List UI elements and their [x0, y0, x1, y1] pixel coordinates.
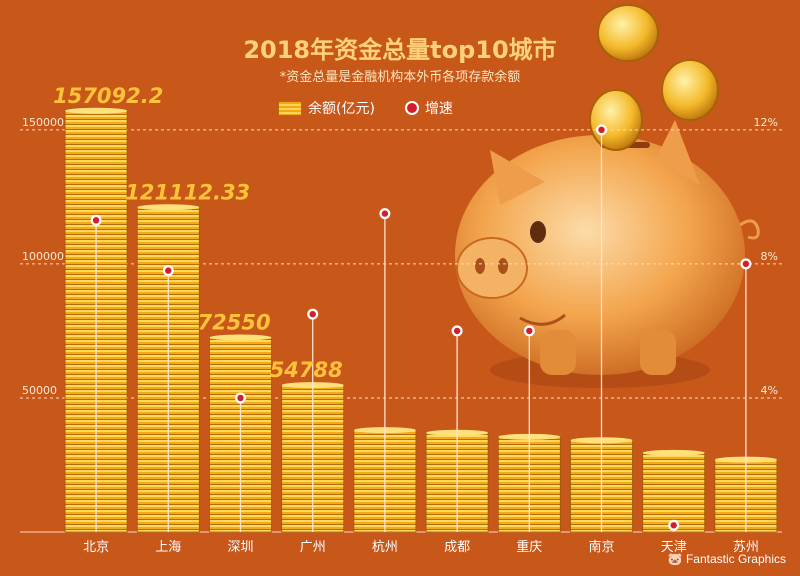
- growth-point-4: [309, 310, 316, 318]
- left-axis-tick-label: 150000: [22, 116, 64, 129]
- growth-point-9: [670, 522, 677, 529]
- legend-balance-label: 余额(亿元): [308, 101, 375, 117]
- growth-layer: [90, 124, 752, 532]
- legend-growth-marker-icon: [404, 101, 419, 115]
- chart-subtitle: *资金总量是金融机构本外币各项存款余额: [279, 70, 521, 85]
- left-axis-tick-label: 100000: [22, 250, 64, 263]
- legend: 余额(亿元) 增速: [278, 98, 453, 118]
- bar-top-coin: [642, 449, 705, 456]
- growth-point-6: [453, 327, 461, 335]
- chart-title: 2018年资金总量top10城市: [243, 36, 557, 64]
- category-label: 重庆: [516, 539, 542, 555]
- category-label: 南京: [588, 539, 614, 555]
- bar-data-label: 157092.2: [53, 84, 163, 108]
- bar-data-label: 54788: [270, 358, 343, 382]
- growth-point-7: [526, 327, 533, 335]
- bar-top-coin: [209, 334, 272, 341]
- credit-text: Fantastic Graphics: [685, 552, 786, 566]
- bar-data-label: 121112.33: [125, 180, 250, 204]
- credit-label: 🐷 Fantastic Graphics: [668, 552, 786, 566]
- labels-layer: 50000 100000 150000 4% 8% 12% 157092.2 北京 121112…: [22, 84, 778, 555]
- bar-balance-9: [642, 452, 706, 533]
- right-axis-tick-label: 12%: [754, 116, 778, 129]
- right-axis-tick-label: 4%: [761, 384, 778, 397]
- right-axis-tick-label: 8%: [761, 250, 778, 263]
- piggy-logo-icon: 🐷: [667, 552, 683, 566]
- category-label: 北京: [83, 540, 109, 555]
- growth-point-5: [381, 210, 389, 217]
- growth-point-8: [598, 126, 605, 134]
- left-axis-tick-label: 50000: [22, 384, 57, 397]
- category-label: 深圳: [227, 540, 253, 555]
- gold-coins-illustration: [589, 4, 719, 151]
- category-label: 苏州: [733, 539, 759, 555]
- bar-data-label: 72550: [198, 310, 271, 334]
- legend-coin-swatch: [278, 100, 302, 116]
- legend-growth-label: 增速: [424, 101, 453, 117]
- category-label: 广州: [300, 540, 326, 555]
- category-label: 成都: [444, 540, 470, 555]
- bar-top-coin: [137, 204, 200, 211]
- bar-top-coin: [65, 107, 128, 114]
- growth-point-1: [92, 217, 100, 224]
- growth-point-10: [742, 260, 750, 268]
- growth-point-3: [237, 394, 244, 402]
- piggy-bank-illustration: [455, 120, 760, 388]
- category-label: 上海: [155, 540, 181, 555]
- category-label: 杭州: [372, 540, 398, 555]
- category-label: 天津: [661, 540, 687, 555]
- growth-point-2: [165, 267, 172, 274]
